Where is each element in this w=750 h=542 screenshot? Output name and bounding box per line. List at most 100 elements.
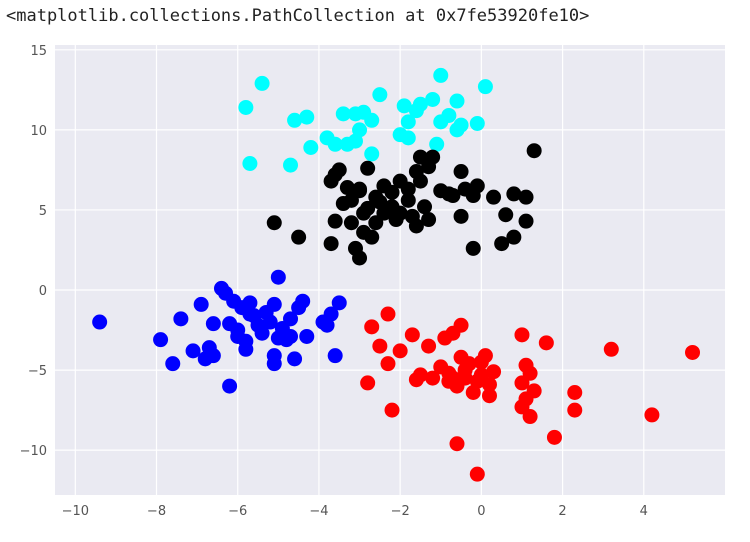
scatter-point — [392, 205, 408, 221]
scatter-point — [408, 218, 424, 234]
scatter-point — [360, 160, 376, 176]
y-tick-label: −5 — [28, 364, 47, 379]
scatter-point — [429, 136, 445, 152]
scatter-point — [526, 143, 542, 159]
scatter-point — [266, 296, 282, 312]
scatter-point — [469, 115, 485, 131]
scatter-point — [238, 341, 254, 357]
scatter-point — [327, 167, 343, 183]
scatter-point — [518, 391, 534, 407]
scatter-point — [465, 240, 481, 256]
scatter-point — [453, 317, 469, 333]
scatter-point — [469, 466, 485, 482]
scatter-point — [449, 436, 465, 452]
scatter-point — [339, 180, 355, 196]
scatter-point — [299, 328, 315, 344]
scatter-point — [283, 328, 299, 344]
scatter-point — [242, 295, 258, 311]
scatter-point — [319, 317, 335, 333]
scatter-point — [412, 96, 428, 112]
scatter-point — [425, 91, 441, 107]
scatter-point — [421, 338, 437, 354]
scatter-point — [327, 348, 343, 364]
scatter-point — [380, 306, 396, 322]
scatter-point — [153, 332, 169, 348]
scatter-point — [486, 189, 502, 205]
scatter-point — [538, 335, 554, 351]
scatter-point — [270, 269, 286, 285]
scatter-point — [364, 319, 380, 335]
scatter-point — [518, 213, 534, 229]
scatter-point — [522, 365, 538, 381]
y-tick-label: 5 — [39, 204, 47, 219]
scatter-point — [449, 93, 465, 109]
cell-output-text: <matplotlib.collections.PathCollection a… — [6, 6, 590, 26]
scatter-point — [291, 229, 307, 245]
scatter-point — [518, 189, 534, 205]
scatter-point — [441, 107, 457, 123]
scatter-point — [295, 293, 311, 309]
scatter-point — [400, 114, 416, 130]
scatter-point — [173, 311, 189, 327]
x-tick-label: −2 — [391, 504, 410, 519]
data-points — [92, 67, 701, 482]
scatter-point — [266, 348, 282, 364]
scatter-point — [343, 215, 359, 231]
x-tick-label: 4 — [640, 504, 648, 519]
scatter-point — [335, 196, 351, 212]
scatter-point — [331, 295, 347, 311]
scatter-point — [230, 328, 246, 344]
scatter-point — [421, 212, 437, 228]
scatter-point — [384, 184, 400, 200]
scatter-point — [685, 344, 701, 360]
scatter-point — [449, 378, 465, 394]
scatter-point — [287, 112, 303, 128]
scatter-point — [437, 330, 453, 346]
scatter-point — [392, 343, 408, 359]
scatter-point — [453, 208, 469, 224]
x-tick-label: 0 — [477, 504, 485, 519]
scatter-point — [473, 367, 489, 383]
y-tick-labels: −10 −5 0 5 10 15 — [20, 44, 47, 459]
scatter-point — [477, 79, 493, 95]
y-tick-label: 10 — [30, 124, 47, 139]
scatter-point — [266, 215, 282, 231]
scatter-point — [384, 402, 400, 418]
scatter-point — [567, 385, 583, 401]
scatter-point — [404, 327, 420, 343]
scatter-point — [433, 67, 449, 83]
x-tick-label: −6 — [228, 504, 247, 519]
scatter-point — [441, 186, 457, 202]
scatter-point — [400, 130, 416, 146]
x-tick-label: −4 — [309, 504, 328, 519]
x-tick-label: −8 — [147, 504, 166, 519]
y-tick-label: 15 — [30, 44, 47, 59]
scatter-point — [546, 429, 562, 445]
scatter-point — [185, 343, 201, 359]
plot-area — [55, 45, 725, 495]
scatter-point — [494, 236, 510, 252]
scatter-point — [498, 207, 514, 223]
scatter-point — [205, 316, 221, 332]
scatter-point — [347, 240, 363, 256]
scatter-point — [603, 341, 619, 357]
scatter-point — [238, 99, 254, 115]
scatter-point — [372, 87, 388, 103]
x-tick-labels: −10 −8 −6 −4 −2 0 2 4 — [62, 504, 648, 519]
scatter-point — [323, 236, 339, 252]
scatter-point — [453, 117, 469, 133]
scatter-point — [400, 181, 416, 197]
y-tick-label: 0 — [39, 284, 47, 299]
scatter-point — [396, 98, 412, 114]
scatter-point — [283, 311, 299, 327]
scatter-point — [335, 106, 351, 122]
scatter-point — [92, 314, 108, 330]
scatter-point — [352, 181, 368, 197]
scatter-point — [506, 186, 522, 202]
scatter-point — [486, 364, 502, 380]
y-tick-label: −10 — [20, 444, 47, 459]
scatter-point — [469, 178, 485, 194]
scatter-point — [506, 229, 522, 245]
scatter-point — [356, 205, 372, 221]
